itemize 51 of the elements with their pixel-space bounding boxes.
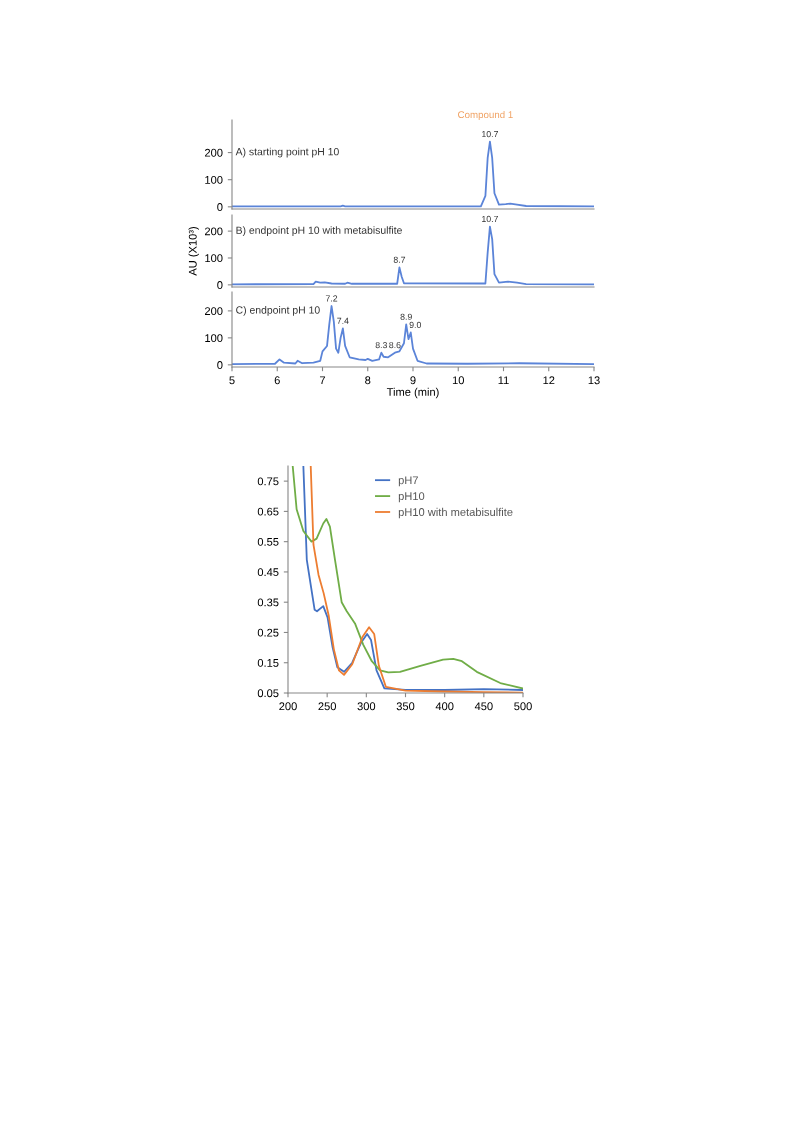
text: A) starting point pH 10 xyxy=(235,147,339,158)
x-tick-label: 400 xyxy=(435,702,454,711)
text: C) endpoint pH 10 xyxy=(236,306,320,316)
x-tick-label: 450 xyxy=(474,702,493,711)
annotation: 7.2 xyxy=(325,295,338,302)
y-tick-label: 200 xyxy=(204,148,223,157)
y-tick-label: 0 xyxy=(217,281,223,289)
y-tick-label: 0.65 xyxy=(257,507,279,516)
y-tick-label: 200 xyxy=(204,227,223,236)
annotation: 10.7 xyxy=(482,131,498,138)
y-tick-label: 0.55 xyxy=(257,537,279,546)
x-tick-label: 9 xyxy=(410,376,416,385)
x-tick-label: 12 xyxy=(543,376,555,385)
x-tick-label: 250 xyxy=(318,702,336,711)
annotation: 8.9 xyxy=(400,313,412,320)
y-tick-label: 100 xyxy=(205,175,223,184)
y-tick-label: 0 xyxy=(217,361,223,369)
x-tick-label: 300 xyxy=(357,702,376,711)
x-tick-label: 6 xyxy=(274,376,280,385)
text: B) endpoint pH 10 with metabisulfite xyxy=(236,226,402,236)
x-tick-label: 500 xyxy=(514,702,532,711)
legend-label: pH10 with metabisulfite xyxy=(398,507,513,519)
y-tick-label: 0.25 xyxy=(257,628,279,637)
y-tick-label: 100 xyxy=(205,254,223,263)
x-axis-title: Time (min) xyxy=(386,387,439,399)
x-tick-label: 5 xyxy=(229,376,235,385)
x-tick-label: 350 xyxy=(396,702,415,711)
x-tick-label: 10 xyxy=(452,376,464,385)
annotation: 8.3 xyxy=(375,342,388,349)
y-tick-label: 0 xyxy=(217,203,223,211)
y-tick-label: 100 xyxy=(205,334,223,342)
annotation: 7.4 xyxy=(337,317,349,324)
annotation: 10.7 xyxy=(482,215,498,223)
x-tick-label: 200 xyxy=(279,702,297,711)
annotation: 8.6 xyxy=(389,342,401,349)
y-tick-label: 0.45 xyxy=(257,568,279,577)
annotation: 9.0 xyxy=(409,321,421,328)
y-tick-label: 200 xyxy=(204,307,223,316)
annotation: Compound 1 xyxy=(458,110,513,120)
y-axis-title: AU (X10³) xyxy=(188,226,199,276)
x-tick-label: 8 xyxy=(365,376,371,385)
annotation: 8.7 xyxy=(393,256,406,263)
y-tick-label: 0.35 xyxy=(257,598,279,607)
y-tick-label: 0.75 xyxy=(257,477,279,486)
x-tick-label: 11 xyxy=(498,376,509,385)
x-tick-label: 7 xyxy=(319,376,326,385)
legend-label: pH7 xyxy=(398,476,418,487)
y-tick-label: 0.05 xyxy=(257,689,279,698)
y-tick-label: 0.15 xyxy=(257,659,279,667)
legend-label: pH10 xyxy=(398,492,425,503)
x-tick-label: 13 xyxy=(588,376,600,385)
